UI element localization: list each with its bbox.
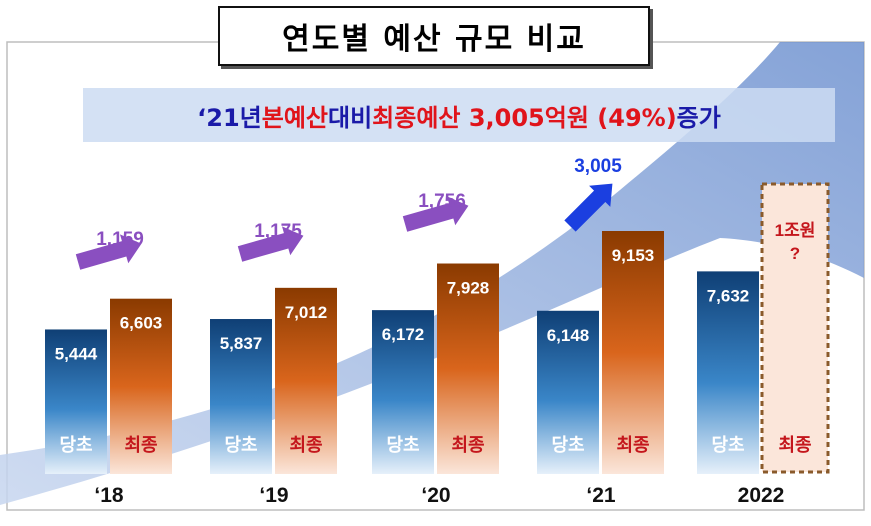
bar-initial xyxy=(697,271,759,474)
increase-arrow-shape xyxy=(75,234,142,270)
bar-initial xyxy=(45,329,107,474)
increase-arrow xyxy=(237,226,304,262)
increase-value-label: 3,005 xyxy=(574,156,622,177)
bar-label-final: 최종 xyxy=(451,435,484,455)
value-label-final: 7,928 xyxy=(447,279,490,298)
bar-initial xyxy=(372,310,434,474)
bar-label-initial: 당초 xyxy=(551,435,584,455)
value-label-initial: 6,172 xyxy=(382,325,425,344)
increase-arrow xyxy=(75,234,142,270)
value-label-initial: 7,632 xyxy=(707,286,750,305)
bar-label-initial: 당초 xyxy=(59,435,92,455)
year-tick-label: 2022 xyxy=(738,484,785,507)
bar-label-initial: 당초 xyxy=(224,435,257,455)
bar-final-placeholder xyxy=(760,182,830,474)
bar-final xyxy=(602,230,664,474)
bar-final xyxy=(275,287,337,474)
value-label-final: 6,603 xyxy=(120,314,163,333)
value-label-final: 7,012 xyxy=(285,303,328,322)
year-tick-label: ‘18 xyxy=(94,484,124,507)
value-label-final-question: ? xyxy=(790,244,800,263)
increase-value-label: 1,175 xyxy=(254,221,302,242)
bar-label-final: 최종 xyxy=(778,435,811,455)
value-label-initial: 5,444 xyxy=(55,344,98,363)
year-tick-label: ‘21 xyxy=(586,484,616,507)
increase-arrow xyxy=(402,196,469,232)
headline-final-budget: 최종예산 3,005억원 (49%) xyxy=(372,103,677,132)
headline-prefix: ‘21년 xyxy=(197,103,262,132)
bar-label-initial: 당초 xyxy=(386,435,419,455)
bar-final xyxy=(437,263,499,474)
headline-suffix: 증가 xyxy=(676,103,721,132)
increase-arrow xyxy=(564,183,613,232)
headline-base-budget: 본예산 xyxy=(261,103,328,132)
increase-value-label: 1,756 xyxy=(418,191,466,212)
increase-arrow-shape xyxy=(237,226,304,262)
bar-label-final: 최종 xyxy=(289,435,322,455)
value-label-initial: 6,148 xyxy=(547,326,590,345)
bar-label-final: 최종 xyxy=(616,435,649,455)
increase-arrow-shape xyxy=(564,183,613,232)
value-label-final: 1조원 xyxy=(775,221,816,240)
bar-label-initial: 당초 xyxy=(711,435,744,455)
bar-initial xyxy=(537,310,599,474)
increase-arrow-shape xyxy=(402,196,469,232)
year-tick-label: ‘19 xyxy=(259,484,288,507)
value-label-final: 9,153 xyxy=(612,246,655,265)
increase-value-label: 1,159 xyxy=(96,229,144,250)
page-title: 연도별 예산 규모 비교 xyxy=(218,6,650,66)
bar-initial xyxy=(210,319,272,474)
bar-final xyxy=(110,298,172,474)
headline-compare: 대비 xyxy=(328,103,373,132)
bar-label-final: 최종 xyxy=(124,435,157,455)
year-tick-label: ‘20 xyxy=(421,484,450,507)
headline: ‘21년 본예산 대비 최종예산 3,005억원 (49%) 증가 xyxy=(83,88,835,142)
value-label-initial: 5,837 xyxy=(220,334,263,353)
